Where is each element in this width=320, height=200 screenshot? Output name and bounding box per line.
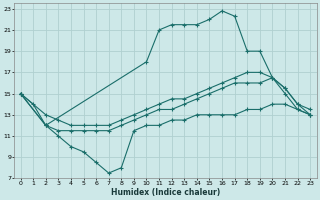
X-axis label: Humidex (Indice chaleur): Humidex (Indice chaleur) <box>111 188 220 197</box>
